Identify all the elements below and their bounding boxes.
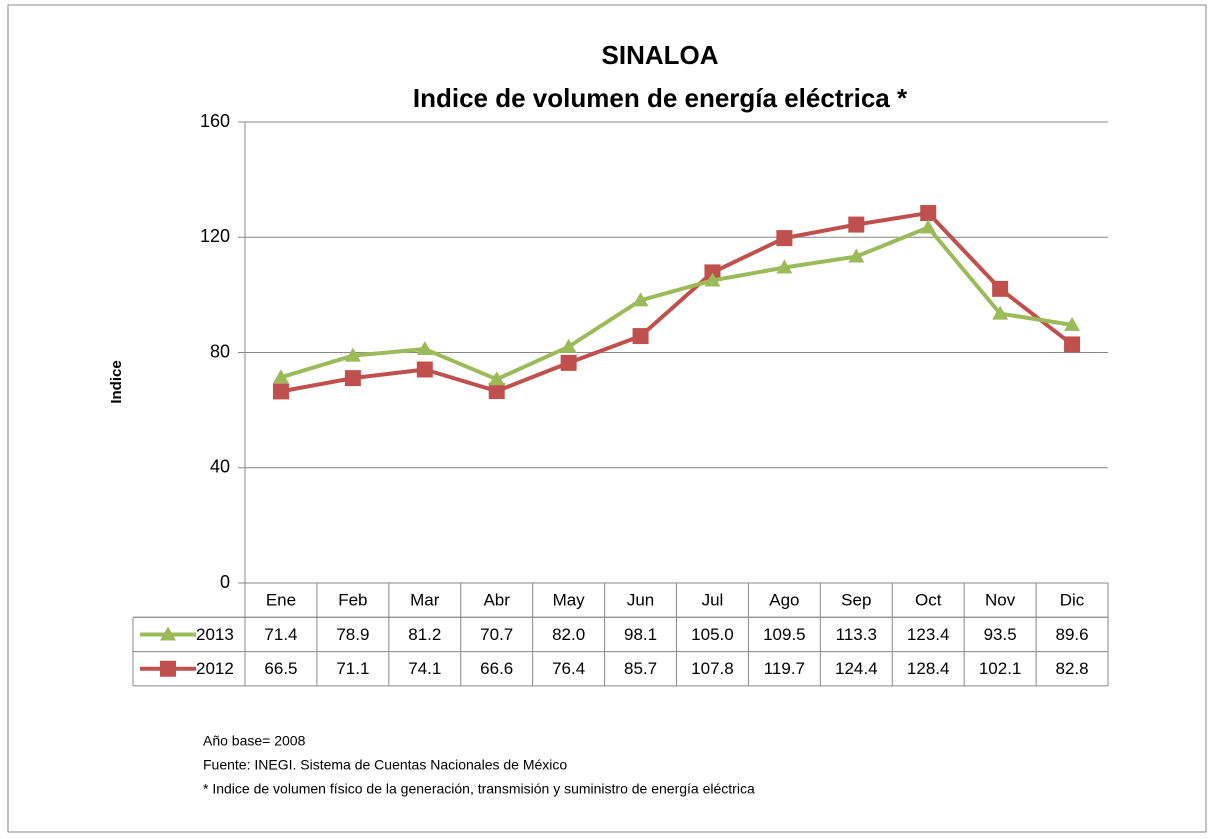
marker [160,660,176,677]
marker [488,383,505,400]
marker [344,370,361,387]
marker [848,248,865,263]
table-value: 78.9 [336,625,369,644]
y-tick-label: 120 [200,226,230,246]
marker [272,369,289,384]
table-value: 76.4 [552,659,585,678]
marker [704,264,721,281]
table-value: 71.1 [336,659,369,678]
table-value: 113.3 [836,625,877,644]
x-tick-label: Ene [266,591,296,610]
footnote: Año base= 2008 [203,733,306,749]
marker [920,219,937,234]
table-value: 85.7 [624,659,657,678]
table-value: 93.5 [984,625,1017,644]
x-tick-label: Feb [338,591,367,610]
table-value: 70.7 [480,625,513,644]
marker [272,383,289,400]
chart-subtitle: Indice de volumen de energía eléctrica * [413,83,908,113]
legend-label: 2012 [196,659,234,678]
y-tick-label: 0 [220,572,230,592]
marker [416,341,433,356]
table-value: 128.4 [907,659,950,678]
marker [1064,316,1081,331]
table-value: 109.5 [763,625,806,644]
chart-title: SINALOA [602,40,719,70]
marker [776,259,793,274]
table-value: 102.1 [979,659,1022,678]
table-value: 82.0 [552,625,585,644]
table-value: 66.6 [480,659,513,678]
x-tick-label: Mar [410,591,440,610]
series-line [280,225,1073,382]
x-tick-label: Oct [915,591,942,610]
y-tick-label: 40 [210,457,230,477]
marker [488,371,505,386]
x-tick-label: Jun [627,591,654,610]
table-value: 123.4 [907,625,950,644]
table-value: 107.8 [691,659,734,678]
series-line [280,211,1074,394]
table-value: 105.0 [691,625,734,644]
marker [920,205,937,222]
footnote: Fuente: INEGI. Sistema de Cuentas Nacion… [203,757,567,773]
marker [560,354,577,371]
marker [776,230,793,247]
marker [992,305,1009,320]
y-tick-label: 160 [200,111,230,131]
y-axis-label: Indice [108,360,125,403]
x-tick-label: Dic [1060,591,1085,610]
y-tick-label: 80 [210,341,230,361]
table-value: 74.1 [408,659,441,678]
table-value: 82.8 [1055,659,1088,678]
table-value: 89.6 [1055,625,1088,644]
table-value: 98.1 [624,625,657,644]
marker [848,216,865,233]
x-tick-label: Sep [841,591,871,610]
marker [560,338,577,353]
table-value: 66.5 [264,659,297,678]
marker [632,292,649,307]
marker [344,347,361,362]
x-tick-label: May [553,591,586,610]
table-value: 71.4 [264,625,297,644]
x-tick-label: Jul [702,591,724,610]
chart-border [7,4,1207,833]
x-tick-label: Nov [985,591,1016,610]
footnote: * Indice de volumen físico de la generac… [203,781,755,797]
table-value: 124.4 [835,659,878,678]
table-value: 119.7 [764,659,805,678]
marker [704,272,721,287]
marker [416,361,433,378]
marker [992,280,1009,297]
table-value: 81.2 [408,625,441,644]
marker [160,626,176,641]
x-tick-label: Abr [483,591,510,610]
x-tick-label: Ago [769,591,799,610]
marker [1064,336,1081,353]
legend-label: 2013 [196,625,234,644]
marker [632,328,649,345]
